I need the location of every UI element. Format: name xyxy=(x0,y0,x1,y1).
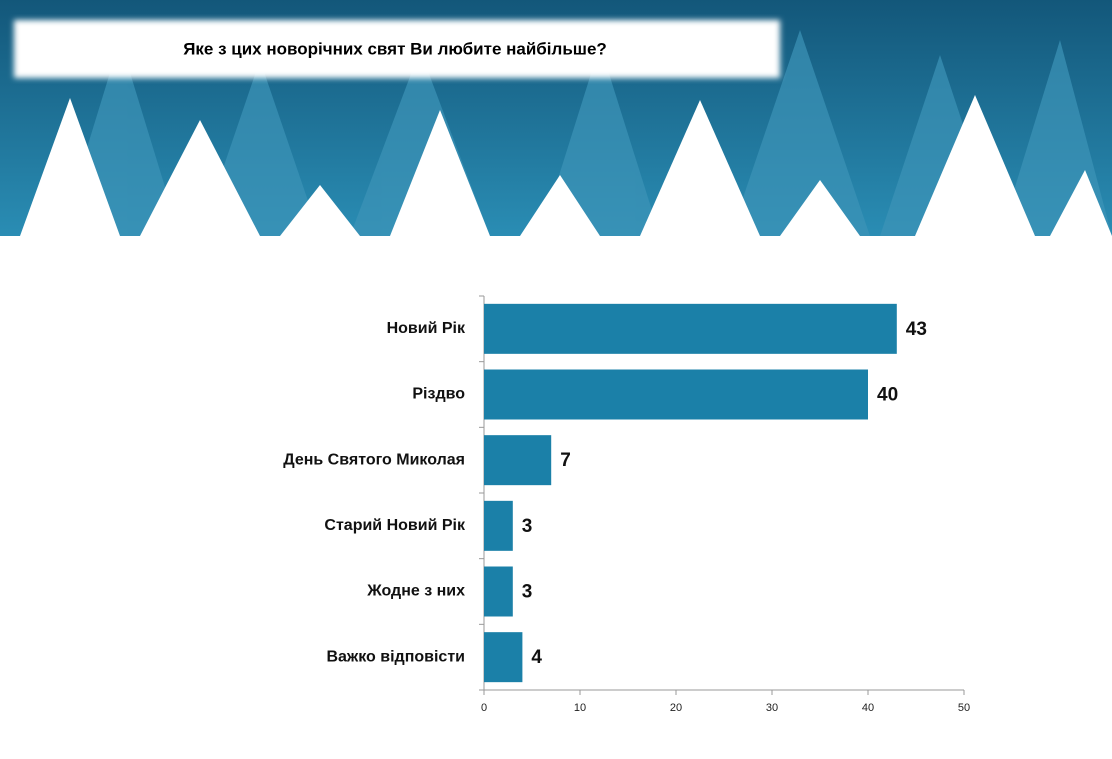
bar xyxy=(484,369,868,420)
bar xyxy=(484,566,513,617)
bar xyxy=(484,303,897,354)
x-tick-label: 0 xyxy=(481,702,487,714)
value-label: 40 xyxy=(877,385,898,406)
value-label: 4 xyxy=(531,647,542,668)
banner xyxy=(0,0,1112,236)
category-label: Старий Новий Рік xyxy=(324,517,466,534)
x-tick-label: 10 xyxy=(574,702,586,714)
x-tick-label: 20 xyxy=(670,702,682,714)
chart-title: Яке з цих новорічних свят Ви любите найб… xyxy=(183,39,607,58)
value-label: 7 xyxy=(560,450,571,471)
bar xyxy=(484,632,523,683)
category-label: Різдво xyxy=(412,386,465,403)
x-tick-label: 50 xyxy=(958,702,970,714)
x-tick-label: 30 xyxy=(766,702,778,714)
value-label: 43 xyxy=(906,319,927,340)
value-label: 3 xyxy=(522,582,533,603)
bar xyxy=(484,435,552,486)
x-tick-label: 40 xyxy=(862,702,874,714)
category-label: Новий Рік xyxy=(387,320,466,337)
category-label: День Святого Миколая xyxy=(283,451,465,468)
bar xyxy=(484,500,513,551)
value-label: 3 xyxy=(522,516,533,537)
category-label: Жодне з них xyxy=(366,583,465,600)
category-label: Важко відповісти xyxy=(326,648,465,665)
